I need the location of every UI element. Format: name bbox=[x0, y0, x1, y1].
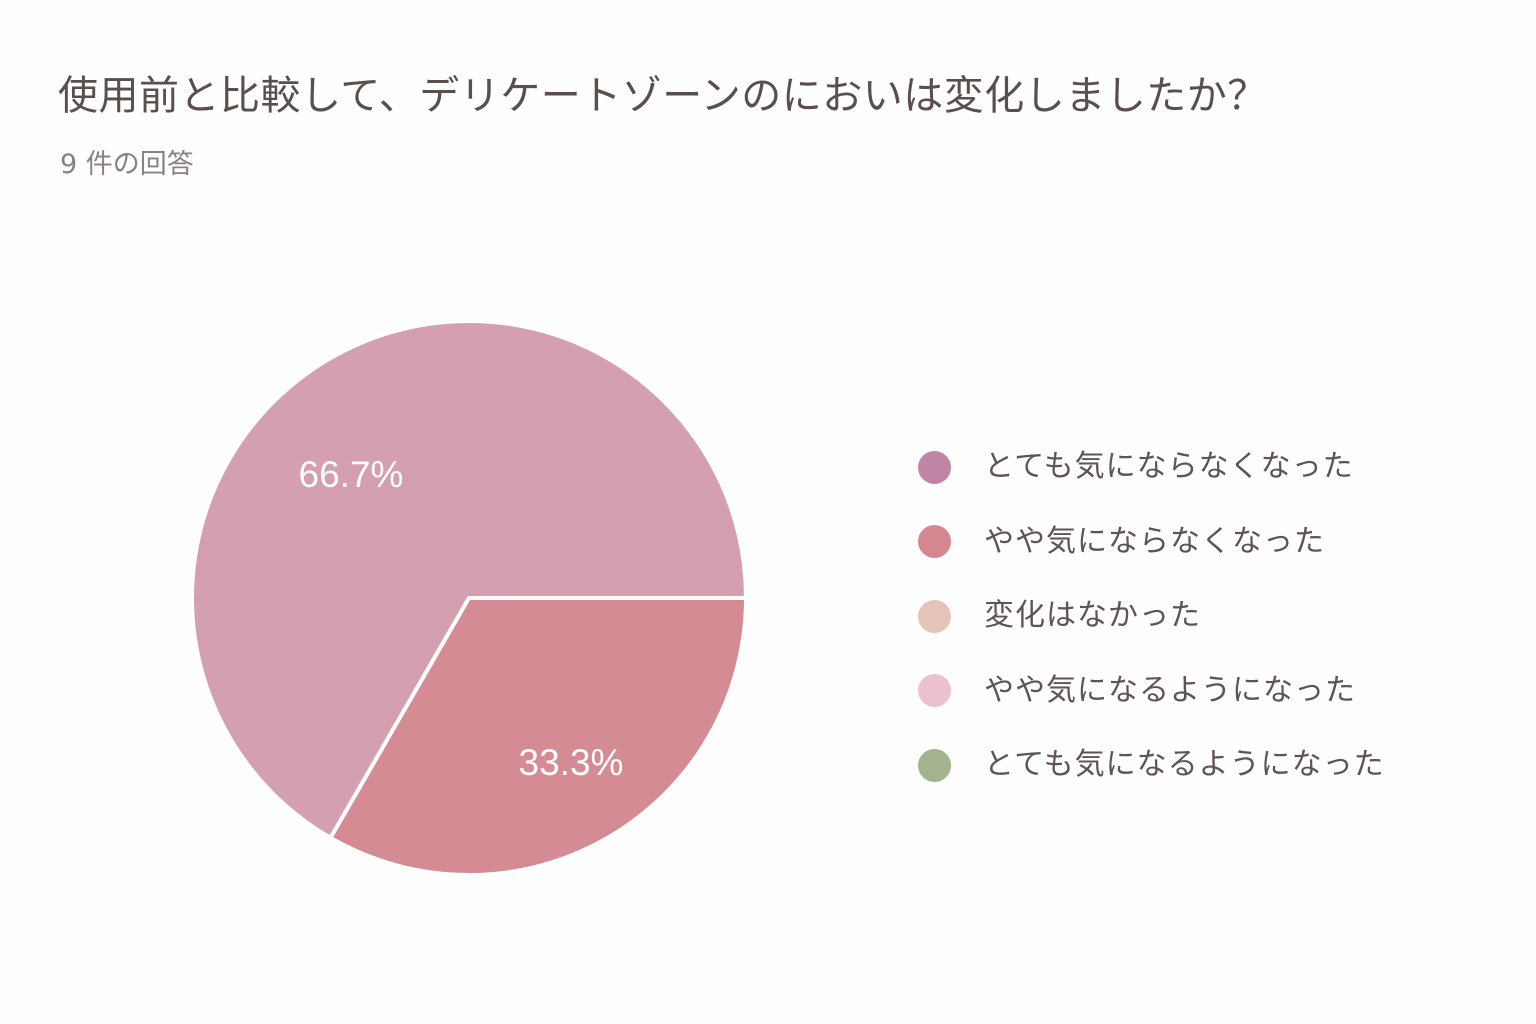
legend-label: とても気になるようになった bbox=[984, 747, 1385, 783]
legend-swatch-icon bbox=[918, 525, 951, 559]
legend-swatch-icon bbox=[918, 748, 951, 782]
legend-item[interactable]: 変化はなかった bbox=[918, 579, 1385, 654]
pie-slice-0[interactable] bbox=[190, 319, 748, 840]
legend-item[interactable]: とても気にならなくなった bbox=[918, 430, 1385, 505]
legend-swatch-icon bbox=[918, 599, 951, 633]
pie-slice-1[interactable] bbox=[328, 596, 748, 877]
slice-percent-label-1: 33.3% bbox=[519, 742, 624, 783]
legend-label: やや気になるようになった bbox=[984, 672, 1356, 708]
legend-label: やや気にならなくなった bbox=[984, 523, 1325, 559]
legend-swatch-icon bbox=[918, 450, 951, 484]
slice-percent-label-0: 66.7% bbox=[299, 454, 404, 495]
legend-label: とても気にならなくなった bbox=[984, 449, 1354, 485]
legend-item[interactable]: やや気にならなくなった bbox=[918, 505, 1385, 580]
legend-label: 変化はなかった bbox=[984, 598, 1201, 634]
chart-title: 使用前と比較して、デリケートゾーンのにおいは変化しましたか？ bbox=[58, 73, 1268, 119]
legend-swatch-icon bbox=[918, 674, 951, 708]
chart-legend: とても気にならなくなった やや気にならなくなった 変化はなかったやや気になるようにな… bbox=[918, 430, 1385, 803]
legend-item[interactable]: やや気になるようになった bbox=[918, 654, 1385, 729]
response-count: 9 件の回答 bbox=[60, 149, 194, 180]
legend-item[interactable]: とても気になるようになった bbox=[918, 728, 1385, 803]
